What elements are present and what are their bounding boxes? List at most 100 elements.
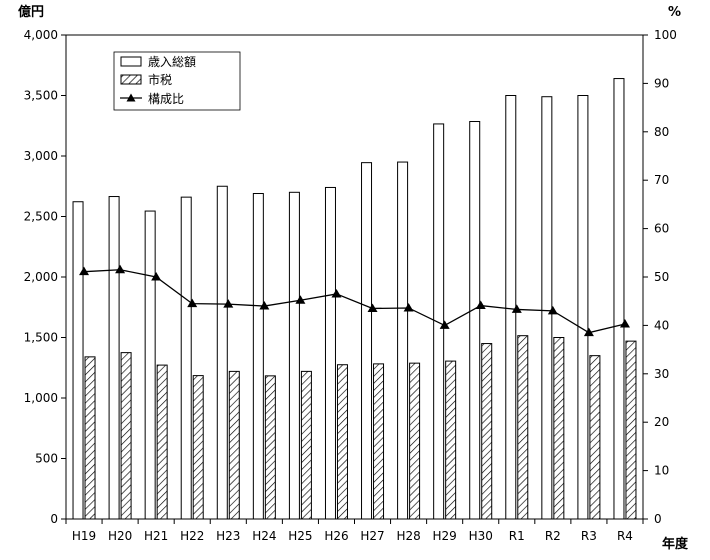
ratio-point (583, 327, 594, 337)
right-tick-label: 40 (654, 318, 669, 332)
bar-revenue-total (72, 201, 84, 520)
bar-city-tax (192, 375, 204, 520)
right-axis: 0 10 20 30 40 50 60 70 80 90 100 (643, 28, 677, 526)
left-tick-label: 2,500 (24, 210, 58, 224)
legend: 歳入総額 市税 構成比 (113, 51, 241, 111)
right-tick-label: 90 (654, 76, 669, 90)
right-tick-label: 20 (654, 415, 669, 429)
x-axis-unit: 年度 (662, 536, 689, 552)
bar-revenue-total (541, 96, 553, 520)
bar-revenue-total (505, 95, 517, 520)
x-tick-label: H30 (469, 529, 493, 543)
x-tick-label: H28 (396, 529, 420, 543)
bar-city-tax (84, 356, 96, 520)
bar-city-tax (625, 340, 637, 520)
left-axis: 0 500 1,000 1,500 2,000 2,500 3,000 3,500 4,000 (24, 28, 66, 526)
x-tick-label: H19 (72, 529, 96, 543)
ratio-point (79, 266, 90, 276)
bar-city-tax (481, 343, 493, 520)
right-tick-label: 0 (654, 512, 662, 526)
ratio-point (439, 320, 450, 329)
x-tick-label: R1 (509, 529, 525, 543)
bar-revenue-total (108, 196, 120, 520)
bar-city-tax (409, 362, 421, 520)
ratio-line-layer (79, 264, 630, 337)
bar-city-tax (589, 355, 601, 520)
bar-revenue-total (180, 196, 192, 520)
left-tick-label: 3,000 (24, 149, 58, 163)
ratio-point (403, 302, 414, 312)
bar-revenue-total (252, 193, 264, 520)
x-tick-label: R3 (581, 529, 597, 543)
ratio-point (223, 299, 234, 308)
legend-label-revenue: 歳入総額 (148, 55, 196, 69)
bar-revenue-total (216, 185, 228, 520)
right-axis-unit: % (668, 5, 681, 20)
right-tick-label: 100 (654, 28, 677, 42)
bar-revenue-total (288, 191, 300, 520)
bar-city-tax (156, 364, 168, 520)
legend-label-citytax: 市税 (148, 72, 172, 87)
legend-label-ratio: 構成比 (148, 92, 184, 106)
left-tick-label: 2,000 (24, 270, 58, 284)
bar-city-tax (120, 352, 132, 520)
bar-revenue-total (144, 210, 156, 520)
left-tick-label: 3,500 (24, 89, 58, 103)
left-tick-label: 1,500 (24, 331, 58, 345)
x-tick-label: R2 (545, 529, 561, 543)
x-tick-label: H22 (180, 529, 204, 543)
bars-layer (72, 78, 637, 520)
bar-city-tax (336, 364, 348, 520)
ratio-point (151, 272, 162, 281)
x-axis: H19 H20 H21 H22 H23 H24 H25 H26 H27 H28 H29 H30 R1 R2… (65, 519, 644, 543)
bar-city-tax (228, 370, 240, 520)
ratio-point (619, 318, 630, 328)
left-tick-label: 1,000 (24, 391, 58, 405)
x-tick-label: H29 (433, 529, 457, 543)
ratio-point (187, 298, 198, 308)
bar-revenue-total (324, 186, 336, 520)
ratio-line (83, 269, 626, 334)
ratio-point (295, 295, 306, 304)
bar-city-tax (300, 370, 312, 520)
bar-revenue-total (361, 162, 373, 520)
ratio-point (331, 288, 342, 298)
bar-city-tax (264, 375, 276, 520)
right-tick-label: 10 (654, 464, 669, 478)
ratio-point (475, 300, 486, 310)
right-tick-label: 60 (654, 222, 669, 236)
left-tick-label: 500 (35, 452, 58, 466)
bar-city-tax (517, 335, 529, 520)
bar-revenue-total (613, 78, 625, 520)
bar-revenue-total (577, 95, 589, 520)
x-tick-label: H24 (252, 529, 276, 543)
bar-city-tax (445, 360, 457, 520)
legend-marker-ratio (126, 93, 136, 102)
x-tick-label: H25 (288, 529, 312, 543)
bar-city-tax (373, 363, 385, 520)
ratio-point (547, 305, 558, 315)
right-tick-label: 80 (654, 125, 669, 139)
bar-revenue-total (397, 161, 409, 520)
right-tick-label: 70 (654, 173, 669, 187)
ratio-point (511, 304, 522, 313)
legend-swatch-revenue (120, 56, 142, 67)
x-tick-label: H20 (108, 529, 132, 543)
bar-revenue-total (469, 121, 481, 520)
x-tick-label: R4 (617, 529, 633, 543)
ratio-point (259, 301, 270, 310)
right-tick-label: 30 (654, 367, 669, 381)
left-tick-label: 4,000 (24, 28, 58, 42)
ratio-point (367, 303, 378, 312)
left-tick-label: 0 (50, 512, 58, 526)
left-axis-unit: 億円 (18, 4, 44, 20)
x-tick-label: H23 (216, 529, 240, 543)
x-tick-label: H21 (144, 529, 168, 543)
bar-city-tax (553, 337, 565, 520)
legend-swatch-citytax (120, 74, 142, 85)
x-tick-label: H27 (360, 529, 384, 543)
ratio-point (115, 264, 126, 274)
right-tick-label: 50 (654, 270, 669, 284)
x-tick-label: H26 (324, 529, 348, 543)
